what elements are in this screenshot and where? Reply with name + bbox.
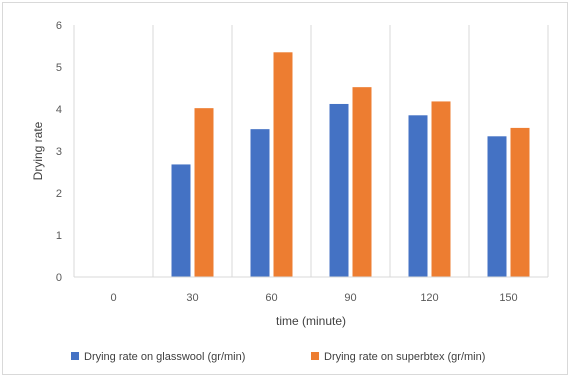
bar-superbtex	[273, 52, 293, 277]
y-tick-label: 5	[56, 62, 62, 74]
legend-swatch	[311, 352, 319, 360]
bar-superbtex	[194, 108, 214, 277]
grid-lines	[73, 25, 549, 277]
x-tick-label: 90	[344, 292, 356, 304]
x-tick-label: 30	[186, 292, 198, 304]
legend-label: Drying rate on glasswool (gr/min)	[84, 351, 245, 363]
legend-label: Drying rate on superbtex (gr/min)	[324, 351, 485, 363]
bar-glasswool	[171, 164, 191, 277]
y-tick-label: 6	[56, 20, 62, 32]
bar-glasswool	[408, 115, 428, 277]
legend-swatch	[71, 352, 79, 360]
y-tick-label: 1	[56, 230, 62, 242]
bar-superbtex	[352, 87, 372, 277]
x-axis-title: time (minute)	[276, 314, 346, 328]
bar-glasswool	[487, 136, 507, 277]
bar-superbtex	[510, 127, 530, 278]
bar-glasswool	[329, 103, 349, 278]
y-axis-ticks: 0 1 2 3 4 5 6	[56, 20, 62, 284]
x-tick-label: 120	[420, 292, 438, 304]
y-tick-label: 4	[56, 104, 62, 116]
bar-marks	[171, 52, 530, 278]
x-tick-label: 150	[499, 292, 517, 304]
x-tick-label: 60	[265, 292, 277, 304]
y-tick-label: 0	[56, 272, 62, 284]
bar-glasswool	[250, 129, 270, 277]
x-axis-ticks: 0 30 60 90 120 150	[110, 292, 517, 304]
y-tick-label: 3	[56, 146, 62, 158]
y-axis-title: Drying rate	[31, 121, 45, 180]
legend: Drying rate on glasswool (gr/min) Drying …	[71, 351, 485, 363]
bar-superbtex	[431, 101, 451, 277]
y-tick-label: 2	[56, 188, 62, 200]
x-tick-label: 0	[110, 292, 116, 304]
